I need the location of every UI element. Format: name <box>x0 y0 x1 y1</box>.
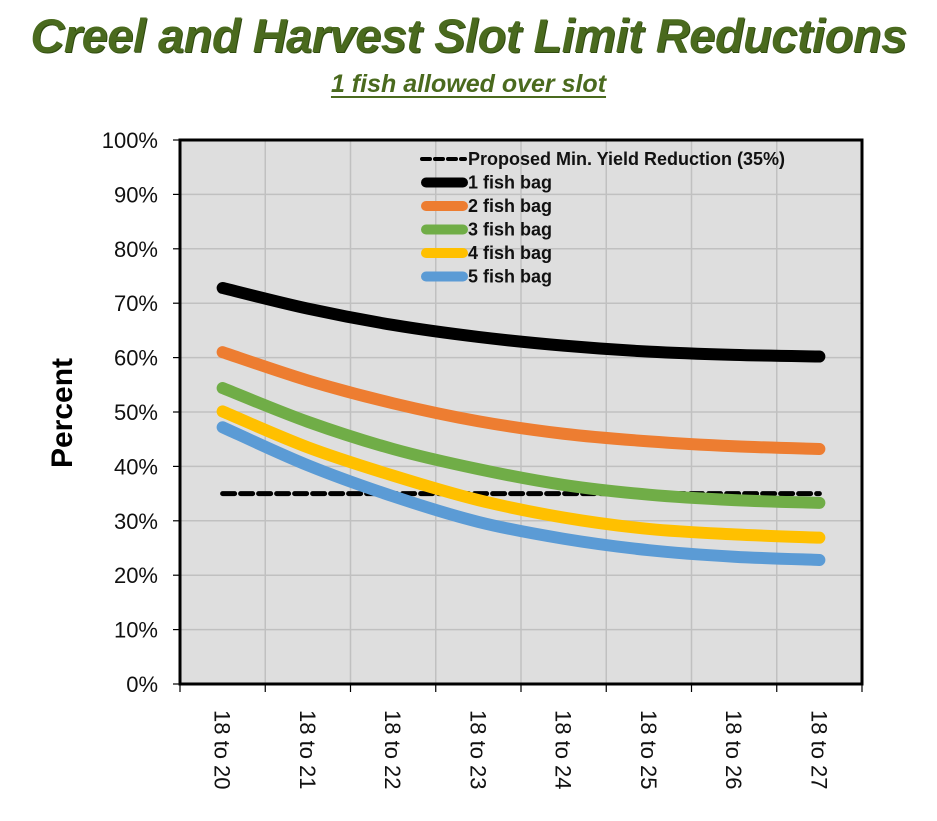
legend-label-1-fish-bag: 1 fish bag <box>468 173 552 193</box>
x-tick-label: 18 to 27 <box>806 710 831 790</box>
x-tick-label: 18 to 22 <box>380 710 405 790</box>
y-axis: 0% 10% 20% 30% 40% 50% 60% 70% 80% 90% 100% <box>102 128 180 697</box>
legend: Proposed Min. Yield Reduction (35%) 1 fis… <box>420 149 785 287</box>
y-axis-title: Percent <box>46 358 79 468</box>
legend-label-2-fish-bag: 2 fish bag <box>468 196 552 216</box>
gridlines <box>180 140 862 684</box>
x-tick-label: 18 to 20 <box>210 710 235 790</box>
legend-label-5-fish-bag: 5 fish bag <box>468 267 552 287</box>
series-line-5-fish-bag <box>216 421 826 566</box>
x-tick-label: 18 to 21 <box>295 710 320 790</box>
y-tick-label: 0% <box>126 672 158 697</box>
series-line-1-fish-bag <box>216 281 826 363</box>
plot-border <box>178 138 864 686</box>
series-line-3-fish-bag <box>216 382 826 509</box>
y-tick-label: 40% <box>114 454 158 479</box>
y-tick-label: 70% <box>114 291 158 316</box>
x-tick-label: 18 to 25 <box>636 710 661 790</box>
y-tick-label: 80% <box>114 237 158 262</box>
legend-label-3-fish-bag: 3 fish bag <box>468 220 552 240</box>
x-tick-label: 18 to 23 <box>465 710 490 790</box>
y-tick-label: 10% <box>114 618 158 643</box>
series-line-2-fish-bag <box>216 346 826 455</box>
legend-label-reference: Proposed Min. Yield Reduction (35%) <box>468 149 785 169</box>
chart-title: Creel and Harvest Slot Limit Reductions <box>30 9 907 62</box>
series-line-4-fish-bag <box>216 405 826 544</box>
y-tick-label: 100% <box>102 128 158 153</box>
x-tick-label: 18 to 24 <box>551 710 576 790</box>
y-tick-label: 60% <box>114 346 158 371</box>
y-tick-label: 90% <box>114 182 158 207</box>
y-tick-label: 50% <box>114 400 158 425</box>
series-lines <box>216 281 826 566</box>
legend-label-4-fish-bag: 4 fish bag <box>468 243 552 263</box>
x-axis: 18 to 20 18 to 21 18 to 22 18 to 23 18 to 24… <box>179 684 863 790</box>
chart-subtitle: 1 fish allowed over slot <box>330 70 607 98</box>
y-tick-label: 30% <box>114 509 158 534</box>
x-tick-label: 18 to 26 <box>721 710 746 790</box>
y-tick-label: 20% <box>114 563 158 588</box>
